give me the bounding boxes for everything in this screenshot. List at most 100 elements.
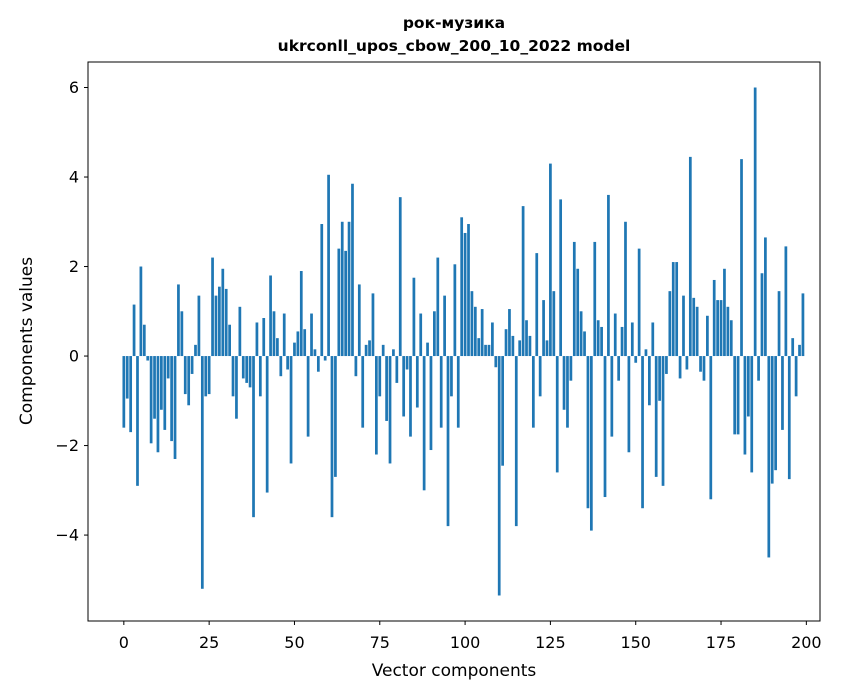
bar [398,197,402,357]
bar [596,320,600,357]
bar [579,311,583,357]
bar [197,295,201,357]
bar [450,356,453,397]
bar [357,284,361,357]
bar [354,356,358,377]
bar [409,356,412,437]
bar [706,315,709,357]
bar [231,356,235,397]
bar [156,356,160,453]
bar [190,356,194,374]
bar [306,356,310,437]
bar [709,356,713,500]
bar [695,306,699,357]
bar [412,277,416,357]
bar [439,356,443,428]
bar [136,356,139,486]
bar [255,322,259,357]
bar [473,306,477,357]
bar [787,356,791,480]
bar [764,237,767,357]
bar [163,356,167,430]
bar [637,248,641,357]
bar [320,224,324,357]
bar [644,349,648,357]
bar [289,356,293,464]
y-tick-label: −2 [55,436,79,455]
x-tick-label: 0 [119,633,129,652]
chart-title: рок-музика [403,14,505,32]
bar [801,293,805,357]
bar [327,174,330,357]
bar [798,344,801,357]
bar [272,311,276,357]
bar [559,199,563,357]
bar [388,356,392,464]
bar [607,194,610,357]
bar [378,356,382,397]
bar [132,304,136,357]
bar [149,356,153,444]
bar [692,297,696,357]
bar [316,356,320,372]
bar [719,300,723,357]
bar [153,356,156,419]
bar [750,356,754,473]
bar [477,338,481,357]
bar [729,320,733,357]
bar [600,326,603,357]
ticks-layer: 0 25 50 75 100 125 150 175 200 −4 −2 0 2 4 6 [55,78,821,652]
bar [702,356,706,381]
bar [415,356,419,408]
plot-area [87,61,821,622]
bar [443,295,446,357]
bar [784,246,788,357]
bar [177,284,180,357]
bar [736,356,740,435]
bar [791,338,795,357]
bar [173,356,177,459]
bar [276,338,279,357]
bar [538,356,542,397]
bar [146,356,150,361]
bar [248,356,252,388]
bar [685,356,689,370]
bar [549,163,552,357]
bar [262,318,266,357]
bar [330,356,334,518]
bar [726,306,730,357]
bar [214,295,218,357]
bar [630,322,634,357]
bar [511,335,515,357]
bar [589,356,593,531]
bar [593,241,597,357]
bar [224,288,228,357]
bar [429,356,433,451]
bar [129,356,133,433]
bar [528,335,532,357]
bar [381,344,385,357]
x-tick-label: 50 [284,633,304,652]
bar [207,356,211,395]
bar [757,356,760,381]
bar [562,356,566,410]
bar [460,217,464,357]
x-tick-label: 175 [706,633,737,652]
bar [572,241,576,357]
bar [723,268,726,357]
bar [542,300,545,357]
bar [347,221,351,357]
bar [279,356,283,377]
bar [767,356,771,558]
bar [494,356,498,368]
y-tick-label: 2 [69,257,79,276]
bar [545,340,549,357]
bar [624,221,627,357]
bar [535,253,539,357]
bar [194,344,197,357]
bar [303,329,307,357]
bar [487,344,491,357]
bar [245,356,249,383]
bar [586,356,590,509]
